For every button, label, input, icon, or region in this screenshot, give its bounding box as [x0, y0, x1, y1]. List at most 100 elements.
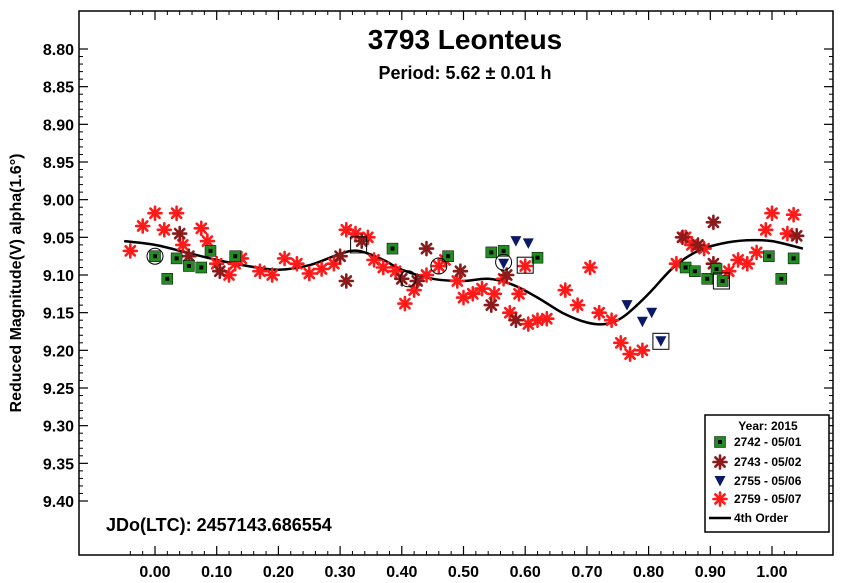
marker-square-center: [199, 265, 204, 270]
data-point: [313, 261, 330, 277]
x-tick-label: 0.10: [201, 564, 232, 581]
legend-marker: [712, 491, 728, 507]
data-point: [147, 205, 163, 221]
x-tick-label: 0.80: [633, 564, 664, 581]
data-point: [418, 267, 435, 283]
data-point: [582, 259, 598, 276]
data-point: [212, 263, 228, 280]
data-point: [175, 237, 191, 253]
marker-square-center: [714, 267, 719, 271]
legend-marker: [714, 436, 726, 448]
data-point: [195, 261, 208, 274]
data-points-layer: [122, 205, 805, 362]
legend-marker: [712, 454, 728, 470]
x-tick-label: 0.60: [510, 564, 541, 581]
data-point: [397, 295, 413, 312]
marker-asterisk-arm: [676, 231, 689, 244]
marker-asterisk-arm: [540, 312, 553, 325]
legend-item: 2759 - 05/07: [712, 491, 802, 507]
legend-label: 2755 - 05/06: [734, 474, 802, 488]
data-point: [474, 280, 490, 297]
marker-square-center: [390, 246, 395, 251]
marker-asterisk-arm: [201, 235, 214, 248]
marker-square-center: [779, 276, 784, 281]
marker-asterisk-arm: [355, 235, 368, 248]
y-tick-label: 9.35: [43, 456, 74, 473]
data-point: [612, 334, 629, 351]
data-point: [149, 250, 161, 262]
marker-asterisk-arm: [488, 287, 501, 300]
data-point: [508, 312, 524, 329]
data-point: [557, 282, 574, 298]
data-point: [183, 260, 195, 272]
marker-square-center: [233, 254, 238, 259]
data-point: [498, 267, 515, 283]
data-point: [483, 297, 500, 313]
legend-items: 2742 - 05/01 2743 - 05/02 2755 - 05/06 2759…: [709, 435, 802, 525]
marker-asterisk-arm: [213, 265, 226, 278]
data-point: [716, 275, 729, 287]
marker-asterisk-arm: [334, 250, 347, 263]
marker-square-center: [720, 279, 725, 283]
data-point: [655, 336, 667, 347]
data-point: [156, 222, 173, 238]
marker-square-center: [165, 276, 170, 281]
data-point: [449, 273, 466, 289]
data-point: [522, 238, 534, 249]
y-tick-label: 9.05: [43, 230, 74, 247]
y-tick-label: 8.85: [43, 80, 74, 97]
marker-square-center: [174, 256, 179, 261]
data-point: [739, 255, 756, 272]
data-point: [517, 258, 534, 274]
data-point: [193, 220, 210, 237]
marker-asterisk-arm: [340, 275, 353, 287]
marker-asterisk-arm: [559, 284, 572, 297]
legend-item: 2742 - 05/01: [714, 435, 802, 449]
y-axis-label: Reduced Magnitude(V) alpha(1.6°): [8, 154, 25, 413]
data-point: [529, 312, 546, 329]
highlight-square: [652, 332, 670, 350]
marker-asterisk-arm: [513, 287, 525, 300]
data-point: [701, 273, 713, 285]
marker-asterisk-arm: [614, 336, 627, 349]
data-point: [689, 265, 701, 277]
data-point: [621, 300, 633, 311]
legend-label: 2759 - 05/07: [734, 492, 802, 506]
marker-asterisk-arm: [759, 223, 772, 236]
data-point: [168, 205, 185, 221]
x-tick-label: 0.00: [139, 564, 170, 581]
data-point: [375, 259, 392, 276]
y-tick-label: 9.25: [43, 381, 74, 398]
marker-asterisk-arm: [170, 207, 183, 220]
data-point: [409, 273, 426, 289]
marker-asterisk-arm: [519, 260, 532, 272]
data-point: [442, 250, 454, 262]
data-point: [668, 255, 685, 272]
data-point: [418, 240, 435, 257]
legend-marker: [714, 476, 726, 487]
y-tick-label: 9.40: [43, 494, 74, 511]
legend-label: 2743 - 05/02: [734, 455, 802, 469]
highlight-square: [516, 256, 534, 274]
y-tick-label: 9.15: [43, 306, 74, 323]
x-tick-label: 1.00: [756, 564, 787, 581]
marker-asterisk-arm: [584, 261, 596, 274]
marker-triangle: [714, 476, 726, 487]
series-2: [498, 236, 667, 347]
data-point: [171, 225, 188, 242]
marker-square-center: [446, 254, 451, 259]
data-point: [764, 205, 780, 221]
data-point: [485, 246, 498, 259]
chart-title: 3793 Leonteus: [368, 24, 563, 55]
data-point: [646, 307, 658, 319]
marker-asterisk-arm: [377, 261, 390, 274]
data-point: [386, 242, 399, 255]
marker-triangle: [646, 307, 658, 319]
data-point: [634, 342, 651, 359]
marker-square-center: [705, 276, 710, 281]
marker-asterisk-arm: [722, 265, 735, 278]
data-point: [757, 222, 774, 238]
highlight-circle: [430, 257, 448, 275]
data-point: [775, 273, 788, 285]
